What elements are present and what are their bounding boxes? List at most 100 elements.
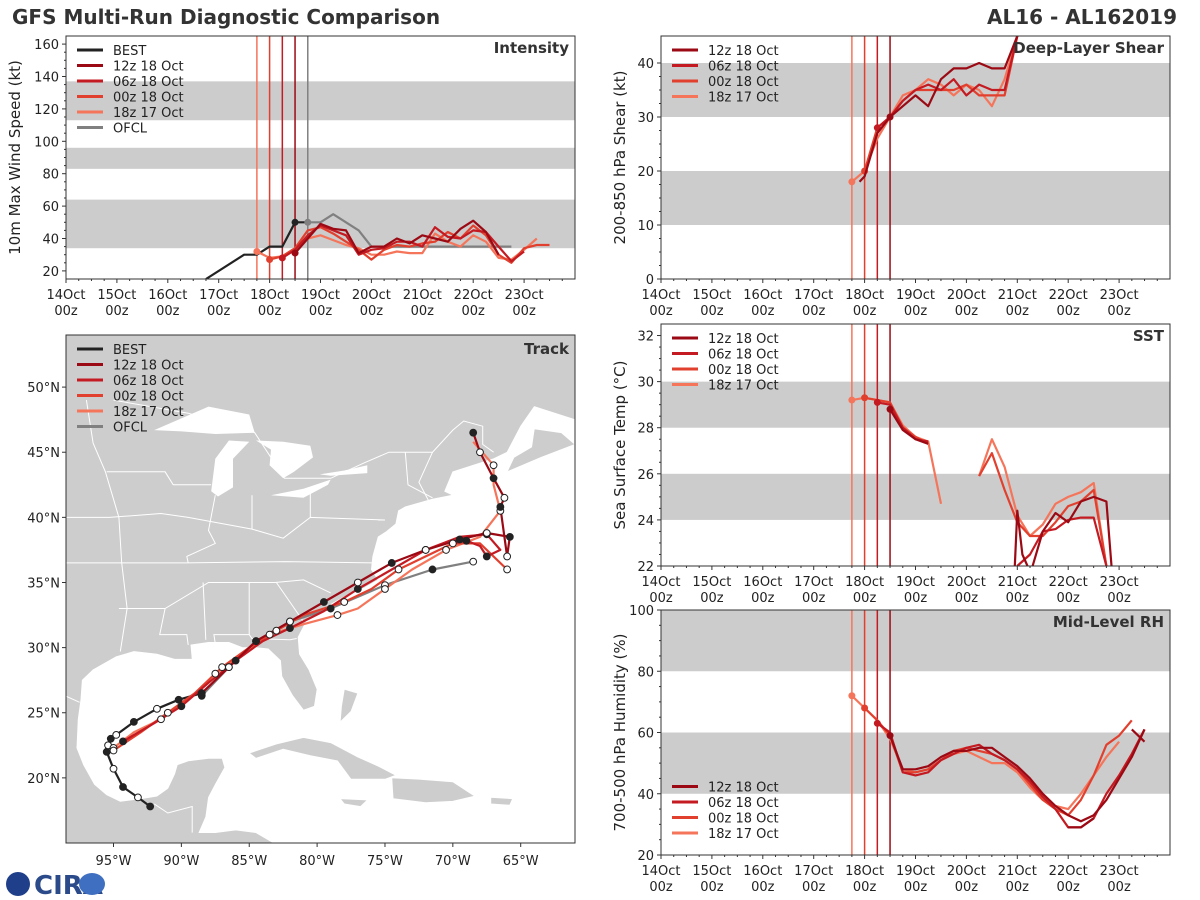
intensity-panel: 2040608010012014016014Oct00z15Oct00z16Oc… <box>6 35 576 319</box>
track-point <box>163 708 172 717</box>
x-tick-label-hour: 00z <box>1057 591 1081 606</box>
y-axis-label: 200-850 hPa Shear (kt) <box>611 71 629 245</box>
track-point <box>469 557 478 566</box>
lon-tick-label: 95°W <box>96 854 132 869</box>
track-point <box>177 702 186 711</box>
track-point <box>224 663 233 672</box>
track-point <box>129 717 138 726</box>
track-point <box>448 539 457 548</box>
track-panel: 95°W 90°W 85°W 80°W 75°W 70°W 65°W 20°N 25°N 30°N… <box>27 334 576 869</box>
political-border <box>113 399 494 479</box>
legend-label: 12z 18 Oct <box>708 781 779 796</box>
track-point <box>489 461 498 470</box>
x-tick-label-date: 14Oct <box>641 288 680 303</box>
series-marker <box>861 704 869 712</box>
cira-logo: CIRA <box>6 871 105 900</box>
x-tick-label-date: 20Oct <box>947 575 986 590</box>
x-tick-label-date: 14Oct <box>46 288 85 303</box>
shade-band <box>661 610 1170 672</box>
shade-band <box>661 732 1170 794</box>
y-axis-label: 10m Max Wind Speed (kt) <box>6 60 24 255</box>
series-line <box>889 408 929 445</box>
x-tick-label-hour: 00z <box>411 304 435 319</box>
track-point <box>119 737 127 746</box>
figure-title: GFS Multi-Run Diagnostic Comparison <box>12 5 440 29</box>
track-point <box>174 695 183 704</box>
y-tick-label: 20 <box>637 849 654 864</box>
y-tick-label: 100 <box>34 135 59 150</box>
nova-scotia-land <box>506 428 575 473</box>
series-marker <box>291 218 299 226</box>
track-point <box>340 598 349 606</box>
series-line <box>888 728 1146 823</box>
x-tick-label-hour: 00z <box>853 304 877 319</box>
x-tick-label-hour: 00z <box>955 304 979 319</box>
political-border <box>248 634 297 641</box>
track-point <box>353 578 362 587</box>
x-tick-label-hour: 00z <box>853 591 877 606</box>
track-point <box>469 428 478 437</box>
x-tick-label-date: 22Oct <box>1049 864 1088 879</box>
series-group <box>848 692 1146 829</box>
political-border <box>85 400 128 652</box>
lat-tick-label: 30°N <box>27 642 60 657</box>
legend-label: 12z 18 Oct <box>708 332 779 347</box>
hispaniola-land <box>391 777 476 804</box>
legend-label: 06z 18 Oct <box>113 75 184 90</box>
series-marker <box>848 178 856 186</box>
x-tick-label-date: 15Oct <box>692 864 731 879</box>
x-tick-label-hour: 00z <box>802 591 826 606</box>
series-marker <box>266 256 274 264</box>
x-tick-label-date: 15Oct <box>97 288 136 303</box>
x-tick-label-hour: 00z <box>904 304 928 319</box>
lake-ontario <box>319 465 368 476</box>
lat-tick-label: 25°N <box>27 707 60 722</box>
x-tick-label-hour: 00z <box>105 304 129 319</box>
series-marker <box>278 254 286 262</box>
x-tick-label-date: 23Oct <box>505 288 544 303</box>
series-line <box>1131 728 1146 743</box>
y-tick-label: 26 <box>637 468 654 483</box>
x-tick-label-date: 20Oct <box>947 864 986 879</box>
y-tick-label: 40 <box>637 788 654 803</box>
shade-band <box>66 147 575 169</box>
series-marker <box>304 218 312 226</box>
map-group <box>66 335 575 843</box>
lon-tick-label: 70°W <box>435 854 471 869</box>
track-point <box>197 689 206 698</box>
track-point <box>319 598 328 606</box>
series-line <box>876 36 1019 129</box>
x-tick-label-date: 19Oct <box>896 864 935 879</box>
series-group <box>205 213 550 279</box>
panel-title: Deep-Layer Shear <box>1013 39 1164 57</box>
political-border <box>275 582 304 622</box>
x-tick-label-date: 22Oct <box>454 288 493 303</box>
x-tick-label-date: 22Oct <box>1049 288 1088 303</box>
lat-tick-label: 35°N <box>27 576 60 591</box>
x-tick-label-date: 18Oct <box>845 864 884 879</box>
map-frame <box>65 334 576 844</box>
political-border <box>202 582 207 640</box>
track-point <box>333 611 342 619</box>
shade-band <box>661 381 1170 428</box>
lat-tick-label: 45°N <box>27 446 60 461</box>
panel-title: Track <box>524 340 570 358</box>
x-tick-label-date: 21Oct <box>403 288 442 303</box>
x-tick-label-hour: 00z <box>751 591 775 606</box>
y-tick-label: 40 <box>637 57 654 72</box>
legend-label: 00z 18 Oct <box>113 390 184 405</box>
sst-panel: 22242628303214Oct00z15Oct00z16Oct00z17Oc… <box>611 323 1171 606</box>
x-tick-label-date: 21Oct <box>998 288 1037 303</box>
y-axis-label: Sea Surface Temp (°C) <box>611 360 629 529</box>
x-tick-label-date: 20Oct <box>352 288 391 303</box>
series-line <box>1016 516 1108 566</box>
x-tick-label-hour: 00z <box>649 304 673 319</box>
legend-label: BEST <box>113 44 146 59</box>
track-point <box>106 734 115 743</box>
series-line <box>1013 509 1029 566</box>
x-tick-label-hour: 00z <box>853 880 877 895</box>
x-tick-label-hour: 00z <box>904 880 928 895</box>
x-tick-label-hour: 00z <box>1107 591 1131 606</box>
x-tick-label-date: 17Oct <box>794 575 833 590</box>
